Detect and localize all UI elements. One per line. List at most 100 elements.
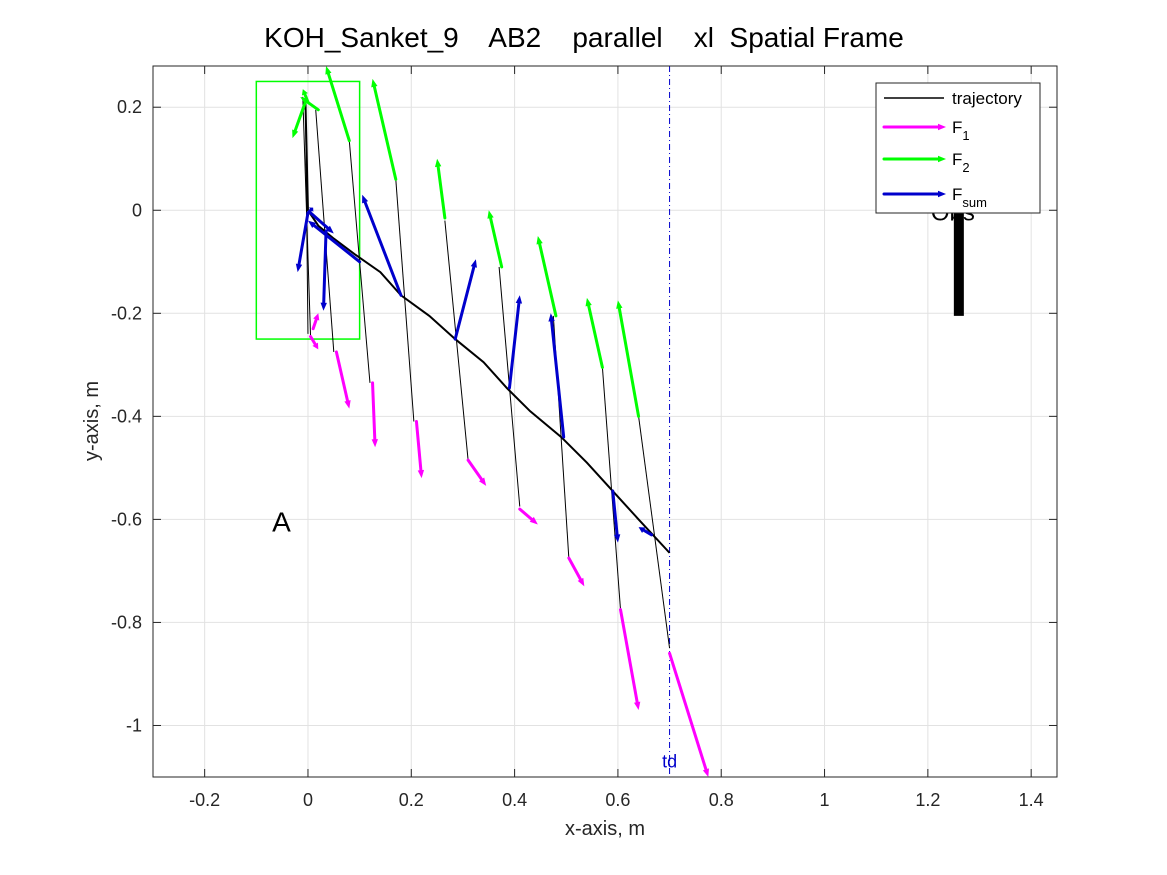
legend-arrow-swatch-head bbox=[938, 190, 946, 198]
x-tick-label: 0 bbox=[303, 790, 313, 810]
chart-title: KOH_Sanket_9 AB2 parallel xl Spatial Fra… bbox=[264, 22, 904, 53]
f1-arrow-shaft bbox=[466, 458, 484, 481]
legend-entry: F2 bbox=[882, 150, 970, 175]
f2-arrow-head bbox=[434, 158, 442, 168]
y-tick-label: -0.2 bbox=[111, 303, 142, 323]
f1-arrow-head bbox=[634, 701, 641, 711]
f1-arrow-head bbox=[312, 342, 319, 350]
f1-arrow-shaft bbox=[618, 608, 639, 704]
legend-label: F2 bbox=[952, 150, 970, 175]
fsum-arrow-shaft bbox=[309, 211, 330, 230]
fsum-arrow-head bbox=[515, 295, 523, 304]
f1-arrow bbox=[567, 556, 585, 587]
f1-arrow-shaft bbox=[668, 651, 708, 771]
fsum-arrow-shaft bbox=[611, 489, 619, 537]
fsum-arrow bbox=[507, 295, 523, 390]
ticks: -0.2 0 0.2 0.4 0.6 0.8 1 1.2 1.4 0.2 0 -0.2 -0.4 -0.6… bbox=[111, 66, 1057, 810]
fsum-arrow-shaft bbox=[312, 224, 362, 264]
f1-arrow-shaft bbox=[309, 334, 317, 346]
f1-arrow bbox=[309, 334, 319, 350]
link-line bbox=[638, 416, 671, 649]
fsum-arrow-head bbox=[613, 534, 621, 543]
f2-arrow bbox=[434, 158, 447, 220]
fsum-arrow bbox=[362, 194, 403, 297]
fsum-arrow-head bbox=[362, 194, 369, 204]
f1-arrow-head bbox=[577, 577, 585, 587]
fsum-arrow-head bbox=[320, 302, 327, 311]
f1-arrow-head bbox=[478, 477, 487, 486]
f2-arrow bbox=[487, 210, 504, 269]
y-axis-label: y-axis, m bbox=[81, 381, 103, 461]
y-tick-label: -0.4 bbox=[111, 406, 142, 426]
fsum-arrow-shaft bbox=[363, 200, 403, 297]
fsum-arrow-shaft bbox=[550, 319, 566, 439]
legend-box bbox=[875, 82, 1041, 214]
fsum-arrow-head bbox=[325, 225, 334, 234]
f2-arrow-head bbox=[585, 297, 592, 307]
legend-entry: Fsum bbox=[882, 185, 987, 210]
y-tick-label: 0 bbox=[132, 200, 142, 220]
fsum-arrow bbox=[638, 527, 653, 537]
f2-arrow-shaft bbox=[372, 85, 398, 181]
f2-arrow-shaft bbox=[617, 306, 641, 418]
x-tick-label: 0.6 bbox=[605, 790, 630, 810]
legend-label-subscript: sum bbox=[962, 195, 987, 210]
f2-arrow-head bbox=[487, 210, 494, 219]
f2-arrow-shaft bbox=[538, 242, 558, 318]
fsum-arrow-shaft bbox=[642, 528, 653, 537]
legend-label: trajectory bbox=[952, 89, 1022, 108]
legend-arrow-swatch bbox=[882, 155, 946, 163]
f2-arrow-head bbox=[371, 78, 378, 88]
f2-arrow bbox=[292, 100, 307, 139]
fsum-arrow-shaft bbox=[322, 229, 328, 305]
legend-label: Fsum bbox=[952, 185, 987, 210]
f2-arrow-head bbox=[292, 129, 299, 139]
x-tick-label: 1.4 bbox=[1019, 790, 1044, 810]
f1-arrow bbox=[466, 458, 487, 486]
annotation-label: A bbox=[272, 506, 291, 537]
f2-arrow-shaft bbox=[587, 304, 604, 369]
x-tick-label: 1 bbox=[820, 790, 830, 810]
annotation-label: td bbox=[662, 752, 677, 772]
f1-arrow-shaft bbox=[311, 317, 318, 331]
f1-arrow-head bbox=[529, 516, 538, 525]
legend-label-text: F bbox=[952, 150, 962, 169]
legend-label-text: trajectory bbox=[952, 89, 1022, 108]
legend-arrow-swatch bbox=[882, 123, 946, 131]
f1-arrow bbox=[618, 608, 641, 711]
f2-arrow-shaft bbox=[293, 100, 307, 133]
x-axis-label: x-axis, m bbox=[565, 818, 645, 840]
link-line bbox=[395, 179, 415, 422]
legend-label-text: F bbox=[952, 185, 962, 204]
f1-arrow-shaft bbox=[567, 556, 582, 581]
fsum-arrow bbox=[548, 313, 566, 439]
fsum-arrow bbox=[453, 259, 477, 341]
legend-arrow-swatch bbox=[882, 190, 946, 198]
f2-arrow-shaft bbox=[326, 72, 351, 143]
fsum-arrow bbox=[611, 489, 621, 543]
legend-entry: trajectory bbox=[884, 89, 1022, 108]
y-tick-label: -0.8 bbox=[111, 612, 142, 632]
fsum-arrow-shaft bbox=[453, 265, 476, 341]
fsum-arrow bbox=[307, 220, 362, 264]
f1-arrow-shaft bbox=[334, 350, 350, 403]
fsum-arrow bbox=[306, 207, 314, 215]
f2-arrow bbox=[536, 236, 558, 318]
fsum-arrow bbox=[320, 229, 328, 311]
f1-arrow bbox=[518, 507, 538, 525]
fsum-arrow-head bbox=[308, 207, 314, 213]
f1-arrow-head bbox=[313, 313, 320, 321]
fsum-arrow-head bbox=[548, 313, 555, 322]
f2-arrow-head bbox=[616, 300, 623, 309]
fsum-arrow-head bbox=[470, 259, 477, 268]
x-tick-label: -0.2 bbox=[189, 790, 220, 810]
fsum-arrow-head bbox=[307, 220, 317, 229]
f2-arrow-head bbox=[536, 236, 543, 245]
f2-arrow bbox=[301, 89, 310, 104]
legend-entry: F1 bbox=[882, 118, 970, 143]
f1-arrow-shaft bbox=[371, 381, 377, 441]
f2-arrow bbox=[616, 300, 641, 418]
axes-frame bbox=[152, 65, 1058, 778]
